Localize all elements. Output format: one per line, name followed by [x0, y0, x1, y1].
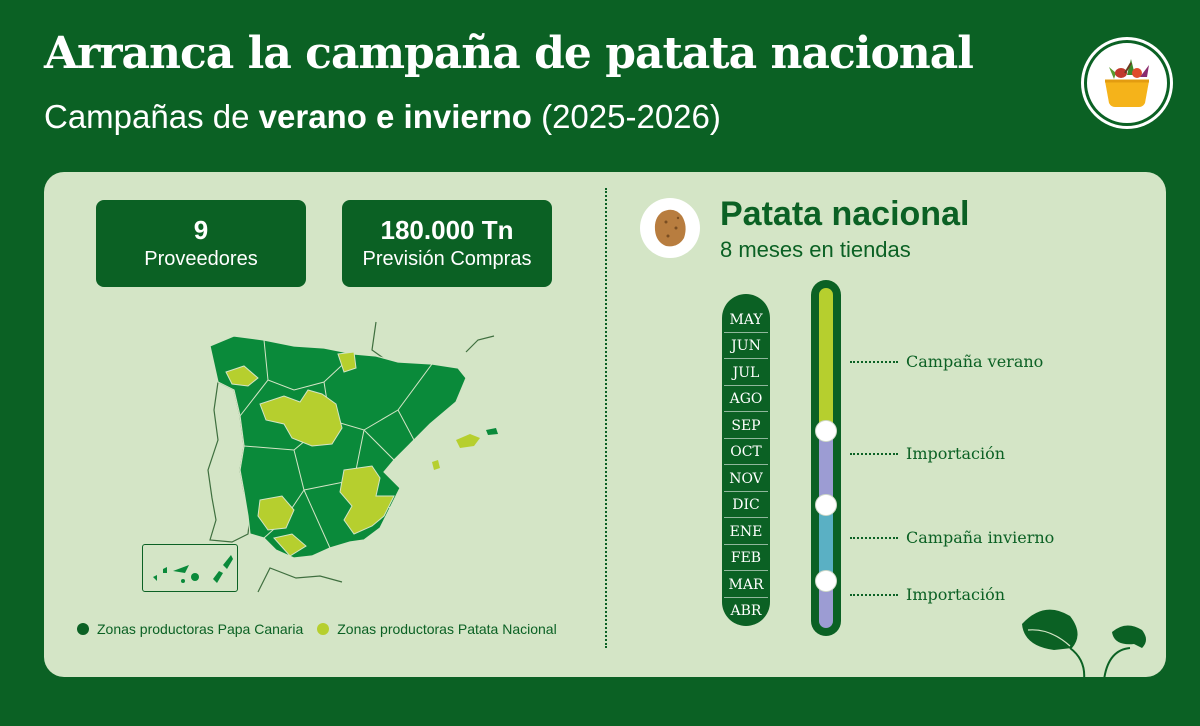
- stat-value: 180.000 Tn: [380, 215, 514, 245]
- month-label: DIC: [724, 493, 768, 518]
- timeline-marker: [815, 494, 837, 516]
- month-label: ENE: [724, 520, 768, 545]
- france-border: [371, 321, 387, 361]
- month-label: OCT: [724, 440, 768, 465]
- stat-prevision-compras: 180.000 Tn Previsión Compras: [342, 200, 552, 287]
- legend-dot: [317, 623, 330, 635]
- leader-dots: [850, 360, 898, 363]
- timeline-marker: [815, 420, 837, 442]
- section-title: Patata nacional: [720, 195, 970, 233]
- zone-lime: [257, 495, 295, 531]
- segment-campana-invierno: [819, 510, 833, 582]
- morocco-coast: [257, 567, 343, 593]
- subtitle-suffix: (2025-2026): [531, 98, 721, 135]
- month-list: MAY JUN JUL AGO SEP OCT NOV DIC ENE FEB …: [722, 294, 770, 626]
- month-label: AGO: [724, 387, 768, 412]
- timeline-label: Importación: [850, 585, 1005, 604]
- zone-lime: [273, 533, 307, 557]
- month-label: MAR: [724, 573, 768, 598]
- page-title: Arranca la campaña de patata nacional: [44, 28, 974, 79]
- month-label: FEB: [724, 546, 768, 571]
- month-label: MAY: [724, 308, 768, 333]
- section-subtitle: 8 meses en tiendas: [720, 237, 911, 262]
- month-label: SEP: [724, 414, 768, 439]
- vertical-divider: [605, 188, 607, 648]
- leader-dots: [850, 593, 898, 596]
- timeline-label-text: Importación: [906, 585, 1005, 604]
- content-panel: 9 Proveedores 180.000 Tn Previsión Compr…: [44, 172, 1166, 677]
- timeline-label: Campaña verano: [850, 352, 1043, 371]
- stat-label: Previsión Compras: [362, 247, 532, 270]
- page-subtitle: Campañas de verano e invierno (2025-2026…: [44, 98, 721, 136]
- subtitle-prefix: Campañas de: [44, 98, 259, 135]
- timeline-label: Importación: [850, 444, 1005, 463]
- timeline-track: [811, 280, 841, 636]
- legend-dot: [77, 623, 89, 635]
- month-label: JUN: [724, 334, 768, 359]
- france-border-east: [465, 335, 495, 353]
- timeline-label-text: Campaña invierno: [906, 528, 1055, 547]
- timeline-marker: [815, 570, 837, 592]
- legend-label: Zonas productoras Papa Canaria: [97, 621, 304, 637]
- zone-lime: [225, 365, 259, 387]
- spain-map: [207, 321, 498, 593]
- timeline-label: Campaña invierno: [850, 528, 1054, 547]
- leader-dots: [850, 536, 898, 539]
- legend-item-patata-nacional: Zonas productoras Patata Nacional: [317, 621, 557, 637]
- leaves-icon: [1022, 609, 1146, 677]
- stat-label: Proveedores: [144, 247, 258, 270]
- month-label: JUL: [724, 361, 768, 386]
- basket-logo-icon: [1084, 40, 1170, 126]
- stat-proveedores: 9 Proveedores: [96, 200, 306, 287]
- timeline-label-text: Importación: [906, 444, 1005, 463]
- leader-dots: [850, 452, 898, 455]
- potato-icon: [640, 198, 700, 258]
- map-legend: Zonas productoras Papa Canaria Zonas pro…: [77, 621, 571, 637]
- segment-campana-verano: [819, 288, 833, 434]
- zone-lime: [339, 465, 395, 535]
- zone-lime: [259, 389, 343, 447]
- month-label: ABR: [730, 603, 762, 619]
- mallorca: [456, 434, 480, 448]
- legend-item-papa-canaria: Zonas productoras Papa Canaria: [77, 621, 303, 637]
- month-label: NOV: [724, 467, 768, 492]
- subtitle-bold: verano e invierno: [258, 98, 532, 135]
- timeline-label-text: Campaña verano: [906, 352, 1044, 371]
- segment-importacion: [819, 582, 833, 628]
- menorca: [486, 428, 498, 435]
- canary-islands-inset: [142, 544, 238, 592]
- zone-lime: [337, 351, 357, 373]
- legend-label: Zonas productoras Patata Nacional: [337, 621, 557, 637]
- segment-importacion: [819, 434, 833, 510]
- stat-value: 9: [193, 215, 209, 245]
- ibiza: [432, 460, 440, 470]
